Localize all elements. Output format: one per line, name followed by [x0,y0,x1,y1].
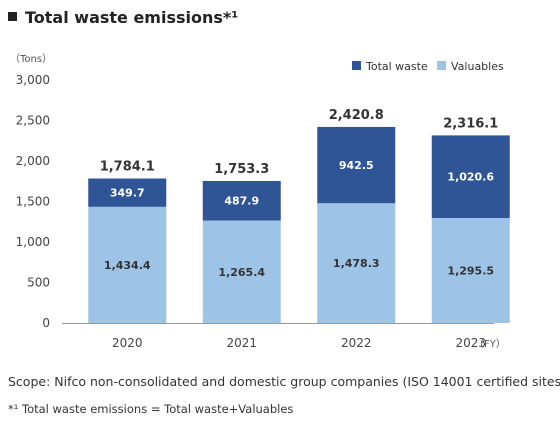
y-tick-label: 2,000 [16,154,50,168]
data-label-total: 1,753.3 [214,162,269,177]
data-label-total-waste: 487.9 [224,195,259,208]
bar-valuables [431,218,510,323]
y-tick-label: 0 [42,316,50,330]
bar-total-waste [431,135,510,219]
data-label-valuables: 1,434.4 [104,259,151,272]
title-bullet-icon [8,12,17,21]
bar-valuables [88,206,167,323]
y-tick-label: 1,500 [16,195,50,209]
bar-valuables [202,220,281,323]
y-tick-label: 3,000 [16,73,50,87]
data-label-total-waste: 349.7 [110,187,145,200]
scope-note: Scope: Nifco non-consolidated and domest… [8,374,560,389]
waste-bar-chart: （Tons） 0 500 1,000 1,500 2,000 2,500 3,000 1,434… [10,53,510,350]
legend-swatch-total-waste [352,61,361,70]
bar-valuables [317,203,396,323]
y-tick-label: 1,000 [16,235,50,249]
x-axis-unit-label: （FY） [474,338,506,350]
legend-label-valuables: Valuables [451,60,504,73]
data-label-total: 2,420.8 [329,108,384,123]
title-text: Total waste emissions [25,8,223,27]
data-label-total: 2,316.1 [443,116,498,131]
legend-label-total-waste: Total waste [365,60,428,73]
chart-title: Total waste emissions*¹ [8,8,238,27]
data-label-total: 1,784.1 [100,159,155,174]
y-tick-label: 2,500 [16,114,50,128]
x-tick-label: 2022 [341,336,372,350]
data-label-valuables: 1,265.4 [218,266,265,279]
data-label-valuables: 1,478.3 [333,257,380,270]
bar-total-waste [88,178,167,207]
footnote: *¹ Total waste emissions = Total waste+V… [8,402,294,416]
data-label-valuables: 1,295.5 [447,265,494,278]
bar-total-waste [317,126,396,204]
y-tick-label: 500 [27,276,50,290]
title-footnote-mark: *¹ [222,8,239,27]
x-tick-label: 2020 [112,336,143,350]
data-label-total-waste: 1,020.6 [447,171,494,184]
bar-total-waste [202,180,281,221]
data-label-total-waste: 942.5 [339,159,374,172]
x-tick-label: 2023 [455,336,486,350]
legend-swatch-valuables [437,61,446,70]
y-axis-unit-label: （Tons） [10,53,52,65]
x-tick-label: 2021 [226,336,257,350]
